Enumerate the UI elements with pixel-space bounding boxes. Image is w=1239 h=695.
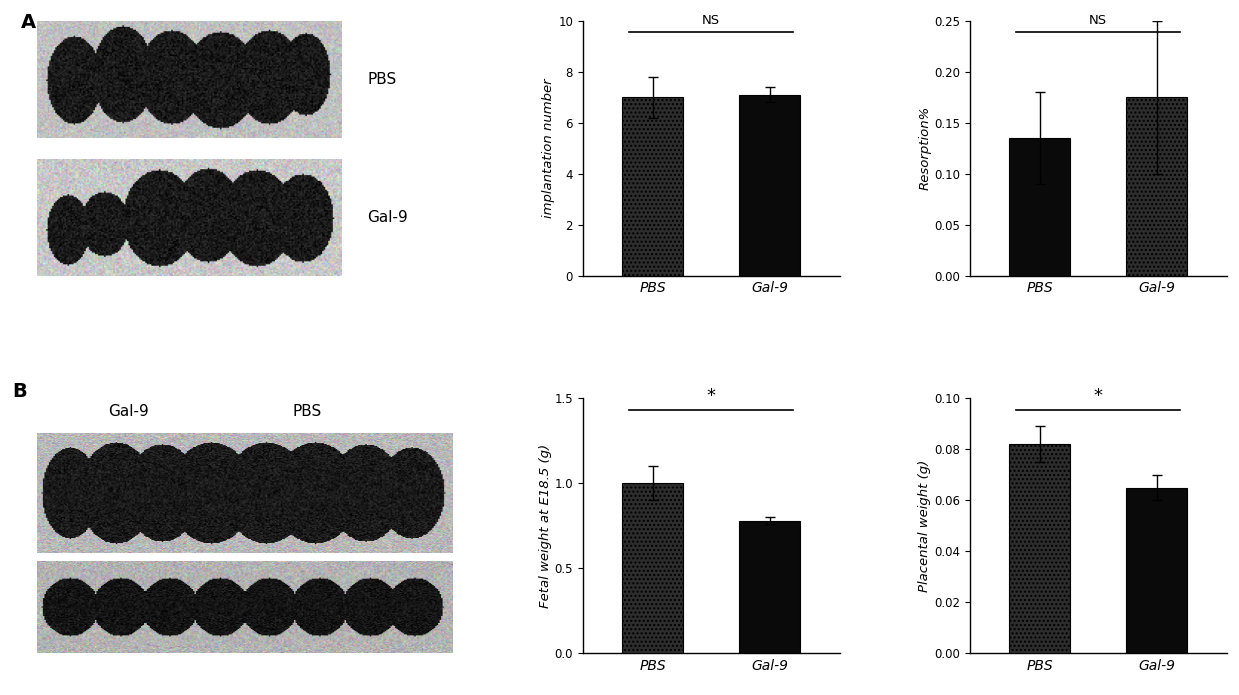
Bar bbox=[622, 483, 683, 653]
Y-axis label: Resorption%: Resorption% bbox=[918, 106, 932, 190]
Text: PBS: PBS bbox=[367, 72, 396, 87]
Text: A: A bbox=[21, 13, 36, 32]
Text: B: B bbox=[12, 382, 27, 402]
Text: Gal-9: Gal-9 bbox=[108, 404, 149, 419]
Bar bbox=[1010, 138, 1070, 276]
Bar bbox=[740, 95, 800, 276]
Y-axis label: implantation number: implantation number bbox=[543, 79, 555, 218]
Bar bbox=[1010, 444, 1070, 653]
Y-axis label: Fetal weight at E18.5 (g): Fetal weight at E18.5 (g) bbox=[539, 443, 551, 608]
Y-axis label: Placental weight (g): Placental weight (g) bbox=[918, 459, 932, 592]
Text: NS: NS bbox=[703, 14, 720, 27]
Text: *: * bbox=[1094, 386, 1103, 404]
Text: NS: NS bbox=[1089, 14, 1108, 27]
Bar bbox=[740, 521, 800, 653]
Text: PBS: PBS bbox=[292, 404, 322, 419]
Text: Gal-9: Gal-9 bbox=[367, 210, 408, 225]
Bar bbox=[1126, 487, 1187, 653]
Bar bbox=[1126, 97, 1187, 276]
Bar bbox=[622, 97, 683, 276]
Text: *: * bbox=[706, 386, 716, 404]
